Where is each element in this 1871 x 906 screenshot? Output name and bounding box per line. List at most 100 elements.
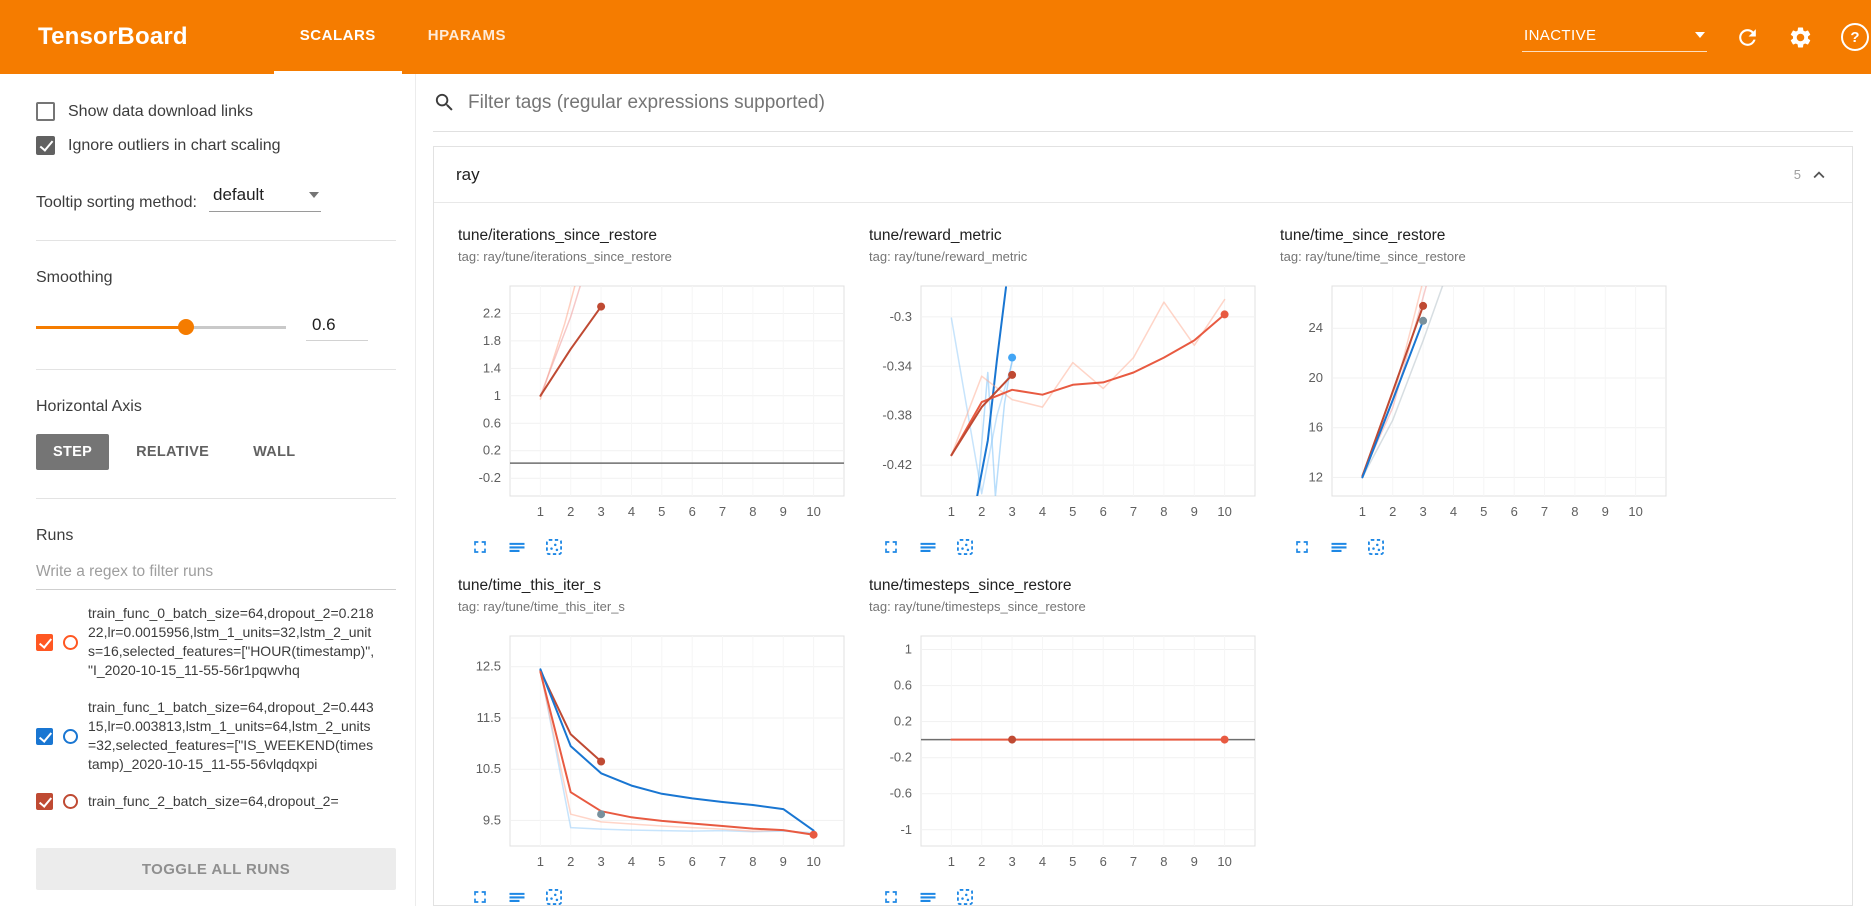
run-radio-icon[interactable] (63, 794, 78, 809)
svg-text:5: 5 (1069, 854, 1076, 869)
smoothing-slider[interactable] (36, 318, 286, 336)
fit-domain-icon[interactable] (1366, 537, 1386, 557)
header-actions: INACTIVE ? (1522, 0, 1871, 74)
line-chart: 12 16 20 24 1 2 3 4 5 6 7 8 9 10 (1280, 278, 1674, 531)
chart-title: tune/timesteps_since_restore (869, 577, 1072, 594)
run-label: train_func_0_batch_size=64,dropout_2=0.2… (88, 605, 375, 678)
svg-text:10: 10 (1217, 854, 1231, 869)
chart-card: tune/iterations_since_restore tag: ray/t… (458, 227, 852, 557)
run-filter-input[interactable] (36, 557, 396, 590)
chart-toolbar (869, 887, 1263, 905)
chevron-up-icon[interactable] (1808, 164, 1830, 186)
tag-filter-input[interactable] (468, 91, 1853, 114)
svg-text:7: 7 (1130, 854, 1137, 869)
wall-axis-button[interactable]: WALL (236, 434, 312, 470)
tag-group-header[interactable]: ray 5 (434, 147, 1852, 203)
gear-icon[interactable] (1788, 25, 1813, 50)
svg-text:1.8: 1.8 (483, 333, 501, 348)
svg-text:3: 3 (1419, 504, 1426, 519)
help-icon[interactable]: ? (1841, 23, 1869, 51)
run-checkbox-icon[interactable] (36, 727, 53, 745)
data-table-icon[interactable] (918, 887, 938, 905)
toggle-all-runs-button[interactable]: TOGGLE ALL RUNS (36, 848, 396, 890)
refresh-icon[interactable] (1735, 25, 1760, 50)
fit-domain-icon[interactable] (955, 887, 975, 905)
svg-text:8: 8 (1160, 854, 1167, 869)
run-label: train_func_2_batch_size=64,dropout_2= (88, 793, 339, 809)
relative-axis-button[interactable]: RELATIVE (119, 434, 226, 470)
smoothing-value-input[interactable]: 0.6 (306, 313, 368, 341)
data-table-icon[interactable] (507, 887, 527, 905)
svg-text:7: 7 (1130, 504, 1137, 519)
run-item[interactable]: train_func_2_batch_size=64,dropout_2= (36, 782, 408, 819)
svg-text:8: 8 (749, 854, 756, 869)
svg-text:9: 9 (1602, 504, 1609, 519)
tooltip-sorting-row: Tooltip sorting method: default (36, 183, 415, 212)
run-item[interactable]: train_func_0_batch_size=64,dropout_2=0.2… (36, 594, 408, 688)
tab-hparams[interactable]: HPARAMS (427, 27, 507, 44)
tag-group-count: 5 (1793, 167, 1801, 182)
chart-title: tune/time_this_iter_s (458, 577, 602, 594)
fullscreen-icon[interactable] (1292, 537, 1312, 557)
run-item[interactable]: train_func_1_batch_size=64,dropout_2=0.4… (36, 688, 408, 782)
charts-grid: tune/iterations_since_restore tag: ray/t… (434, 203, 1852, 905)
tab-scalars[interactable]: SCALARS (273, 0, 402, 74)
data-table-icon[interactable] (1329, 537, 1349, 557)
run-radio-icon[interactable] (63, 728, 78, 744)
svg-text:-0.42: -0.42 (882, 457, 912, 472)
divider (36, 240, 396, 241)
svg-text:1: 1 (948, 504, 955, 519)
main-content: ray 5 tune/iterations_since_restore tag:… (416, 74, 1871, 906)
svg-text:-0.38: -0.38 (882, 408, 912, 423)
svg-text:5: 5 (658, 504, 665, 519)
smoothing-label: Smoothing (36, 269, 113, 286)
chart-toolbar (458, 537, 852, 557)
data-table-icon[interactable] (918, 537, 938, 557)
svg-text:10: 10 (1217, 504, 1231, 519)
chart-tag: tag: ray/tune/timesteps_since_restore (869, 599, 1086, 614)
chart-card: tune/timesteps_since_restore tag: ray/tu… (869, 577, 1263, 905)
checkbox-label: Show data download links (68, 102, 254, 120)
fit-domain-icon[interactable] (955, 537, 975, 557)
runs-label: Runs (36, 527, 74, 544)
fit-domain-icon[interactable] (544, 537, 564, 557)
svg-text:5: 5 (1069, 504, 1076, 519)
sidebar: Show data download links Ignore outliers… (0, 74, 416, 906)
show-download-links-checkbox[interactable]: Show data download links (36, 102, 415, 121)
svg-text:-1: -1 (900, 822, 912, 837)
run-checkbox-icon[interactable] (36, 793, 53, 810)
svg-text:3: 3 (1008, 854, 1015, 869)
svg-text:2: 2 (978, 504, 985, 519)
divider (36, 498, 396, 499)
tooltip-sorting-select[interactable]: default (208, 183, 321, 212)
step-axis-button[interactable]: STEP (36, 434, 110, 470)
svg-text:9: 9 (780, 854, 787, 869)
fullscreen-icon[interactable] (470, 887, 490, 905)
svg-text:4: 4 (1039, 504, 1046, 519)
svg-text:6: 6 (1511, 504, 1518, 519)
status-dropdown[interactable]: INACTIVE (1522, 23, 1707, 52)
svg-text:6: 6 (689, 854, 696, 869)
svg-text:11.5: 11.5 (477, 710, 501, 725)
slider-thumb[interactable] (178, 319, 194, 335)
fit-domain-icon[interactable] (544, 887, 564, 905)
ignore-outliers-checkbox[interactable]: Ignore outliers in chart scaling (36, 136, 415, 155)
run-checkbox-icon[interactable] (36, 633, 53, 651)
svg-text:5: 5 (1480, 504, 1487, 519)
run-radio-icon[interactable] (63, 634, 78, 650)
svg-text:4: 4 (1450, 504, 1457, 519)
fullscreen-icon[interactable] (470, 537, 490, 557)
svg-text:0.6: 0.6 (894, 678, 912, 693)
chart-tag: tag: ray/tune/reward_metric (869, 249, 1028, 264)
svg-text:1: 1 (905, 642, 912, 657)
svg-text:2.2: 2.2 (483, 306, 501, 321)
fullscreen-icon[interactable] (881, 537, 901, 557)
tag-filter-row (433, 74, 1853, 132)
data-table-icon[interactable] (507, 537, 527, 557)
fullscreen-icon[interactable] (881, 887, 901, 905)
svg-text:4: 4 (1039, 854, 1046, 869)
line-chart: -0.42 -0.38 -0.34 -0.3 1 2 3 4 5 6 7 8 9 10 (869, 278, 1263, 531)
chart-toolbar (458, 887, 852, 905)
svg-text:3: 3 (597, 854, 604, 869)
